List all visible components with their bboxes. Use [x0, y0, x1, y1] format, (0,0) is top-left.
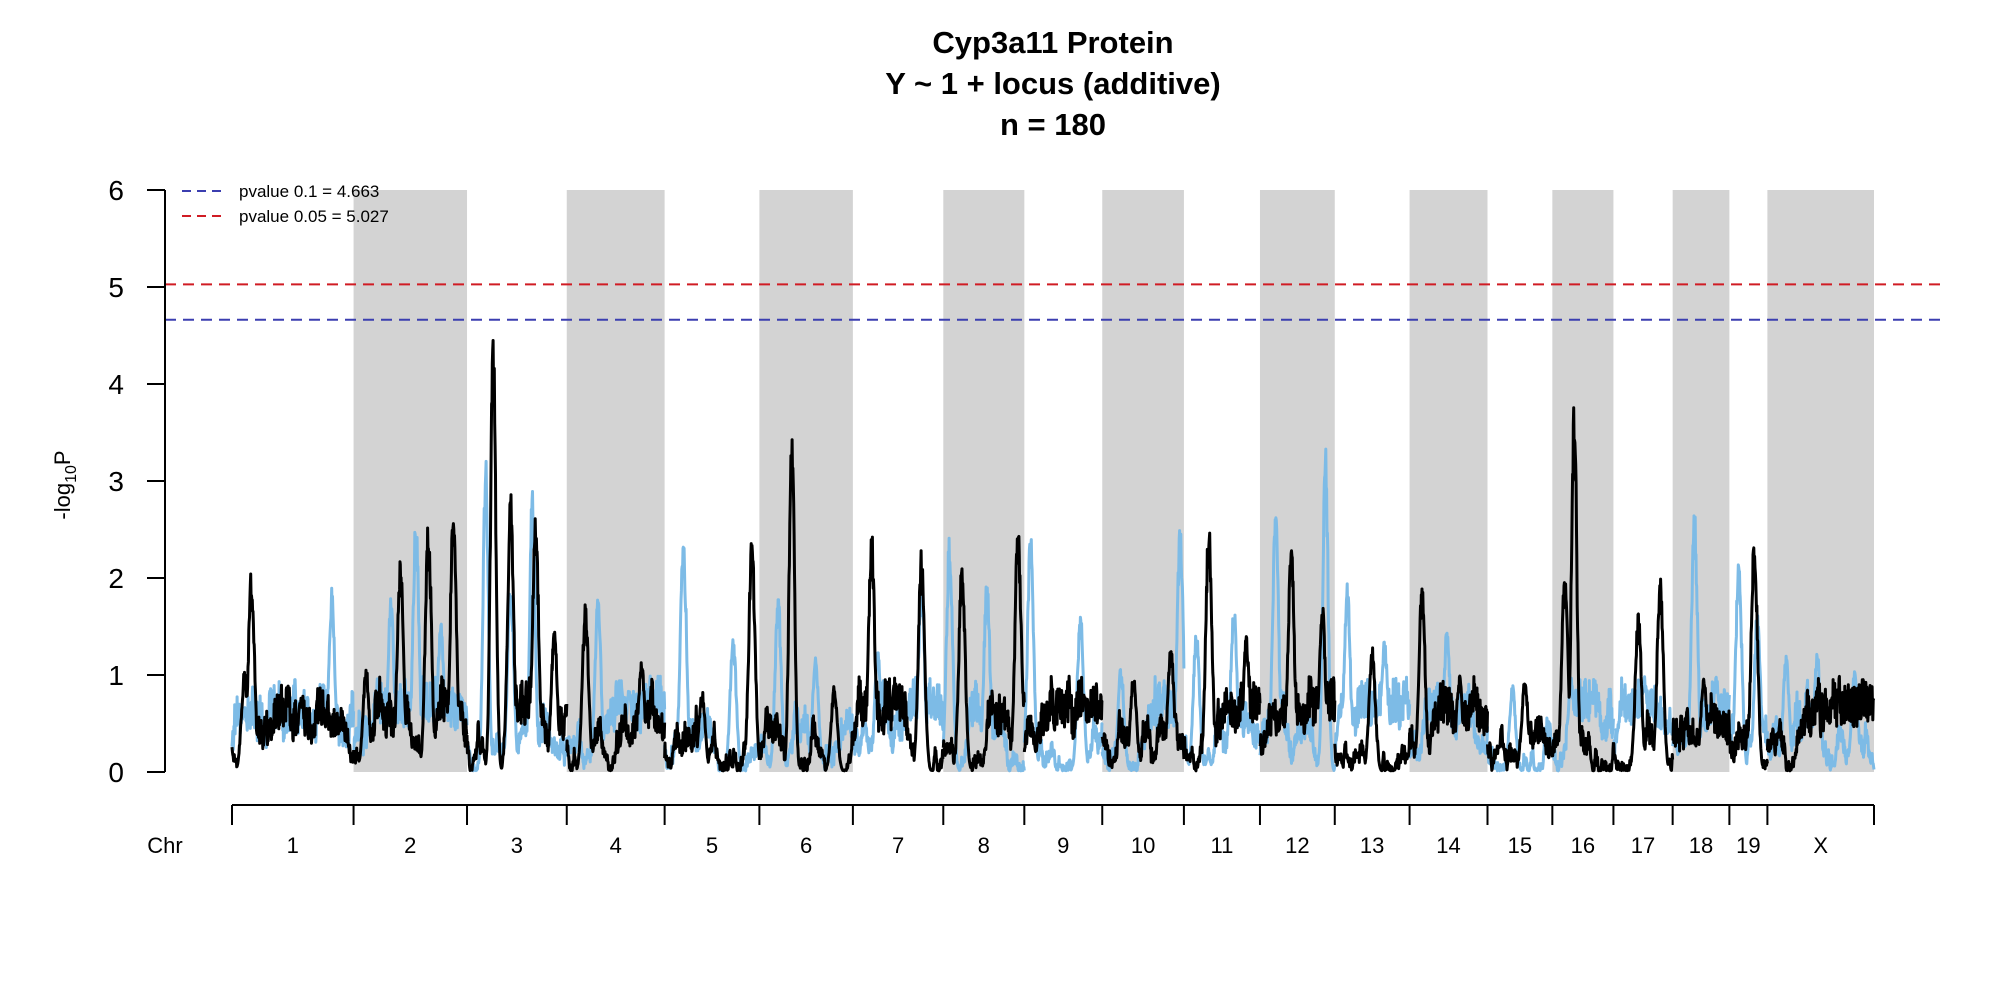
y-tick-label-6: 6 — [108, 175, 124, 206]
chr-label-19: 19 — [1736, 833, 1760, 858]
lod-curve-series-1-chr-5 — [663, 542, 761, 773]
y-axis: 0 1 2 3 4 5 6 — [108, 175, 166, 788]
chr-label-3: 3 — [511, 833, 523, 858]
lod-curve-series-2-chr-9 — [1022, 538, 1104, 773]
shade-chr-10 — [1102, 190, 1184, 772]
lod-curve-series-1-chr-8 — [941, 534, 1026, 772]
series-layer — [230, 339, 1876, 773]
y-tick-label-5: 5 — [108, 272, 124, 303]
lod-curve-series-1-chr-X — [1765, 674, 1876, 773]
lod-curve-series-1-chr-6 — [757, 438, 855, 773]
lod-curve-series-1-chr-9 — [1022, 674, 1104, 754]
lod-curve-series-1-chr-19 — [1727, 546, 1769, 771]
legend-label-1: pvalue 0.1 = 4.663 — [239, 182, 379, 201]
chr-label-1: 1 — [287, 833, 299, 858]
lod-curve-series-1-chr-16 — [1550, 406, 1615, 773]
chr-label-5: 5 — [706, 833, 718, 858]
lod-curve-series-1-chr-14 — [1408, 587, 1489, 759]
chr-label-15: 15 — [1508, 833, 1532, 858]
lod-curve-series-1-chr-12 — [1258, 549, 1337, 756]
y-tick-label-0: 0 — [108, 757, 124, 788]
chr-label-X: X — [1813, 833, 1828, 858]
lod-curve-series-1-chr-3 — [465, 339, 569, 772]
lod-curve-series-1-chr-1 — [230, 572, 356, 769]
lod-curve-series-2-chr-6 — [757, 598, 855, 771]
chr-label-16: 16 — [1571, 833, 1595, 858]
chromosome-shading — [353, 190, 1874, 772]
lod-curve-series-2-chr-15 — [1486, 684, 1554, 773]
legend: pvalue 0.1 = 4.663 pvalue 0.05 = 5.027 — [182, 182, 389, 226]
lod-curve-series-2-chr-5 — [663, 545, 761, 773]
chr-axis-label: Chr — [147, 833, 182, 858]
y-tick-label-4: 4 — [108, 369, 124, 400]
chr-label-12: 12 — [1285, 833, 1309, 858]
legend-label-2: pvalue 0.05 = 5.027 — [239, 207, 389, 226]
chr-label-4: 4 — [610, 833, 622, 858]
lod-curve-series-1-chr-7 — [851, 535, 945, 773]
y-tick-label-1: 1 — [108, 660, 124, 691]
chr-label-17: 17 — [1631, 833, 1655, 858]
lod-curve-series-2-chr-13 — [1333, 582, 1412, 754]
x-axis: Chr 1 2 3 4 5 6 7 8 9 10 11 12 13 14 15 16 17 18 19 X — [147, 804, 1875, 858]
y-tick-label-2: 2 — [108, 563, 124, 594]
lod-curve-series-1-chr-2 — [352, 522, 469, 765]
title-line-3: n = 180 — [1000, 107, 1106, 142]
lod-curve-series-2-chr-8 — [941, 536, 1026, 773]
lod-curve-series-1-chr-18 — [1671, 677, 1731, 753]
lod-curve-series-1-chr-13 — [1333, 646, 1412, 773]
chr-label-2: 2 — [404, 833, 416, 858]
chr-label-7: 7 — [892, 833, 904, 858]
shade-chr-18 — [1672, 190, 1730, 772]
chr-label-13: 13 — [1360, 833, 1384, 858]
lod-curve-series-1-chr-10 — [1100, 650, 1186, 770]
title-line-1: Cyp3a11 Protein — [932, 25, 1173, 60]
chr-label-18: 18 — [1689, 833, 1713, 858]
lod-curve-series-2-chr-7 — [851, 583, 945, 758]
threshold-lines — [165, 283, 1940, 321]
lod-curve-series-1-chr-17 — [1611, 577, 1675, 773]
chr-label-6: 6 — [800, 833, 812, 858]
y-axis-label: -log10P — [50, 450, 80, 519]
chart-title: Cyp3a11 Protein Y ~ 1 + locus (additive) n… — [885, 25, 1220, 142]
lod-curve-series-1-chr-11 — [1182, 531, 1262, 773]
lod-curve-series-2-chr-14 — [1408, 631, 1489, 762]
chr-label-10: 10 — [1131, 833, 1155, 858]
chr-label-11: 11 — [1211, 833, 1234, 858]
lod-curve-series-1-chr-15 — [1486, 682, 1554, 772]
chr-label-9: 9 — [1057, 833, 1069, 858]
chr-label-8: 8 — [978, 833, 990, 858]
lod-curve-series-2-chr-3 — [465, 459, 569, 773]
y-tick-label-3: 3 — [108, 466, 124, 497]
lod-curve-series-2-chr-16 — [1550, 676, 1615, 773]
chr-label-14: 14 — [1436, 833, 1460, 858]
title-line-2: Y ~ 1 + locus (additive) — [885, 66, 1220, 101]
lod-curve-series-1-chr-4 — [565, 603, 667, 773]
